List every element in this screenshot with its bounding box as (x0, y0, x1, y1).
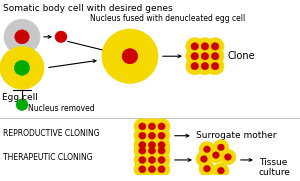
Circle shape (203, 146, 210, 153)
Circle shape (158, 147, 165, 154)
Circle shape (196, 48, 214, 65)
Circle shape (153, 152, 170, 168)
Circle shape (148, 166, 155, 173)
Circle shape (203, 165, 210, 172)
Circle shape (55, 31, 67, 43)
Circle shape (212, 152, 219, 159)
Text: Surrogate mother: Surrogate mother (196, 131, 276, 140)
Circle shape (139, 156, 146, 163)
Circle shape (196, 57, 214, 75)
Circle shape (148, 156, 155, 163)
Circle shape (144, 142, 160, 159)
Circle shape (148, 147, 155, 154)
Circle shape (139, 132, 146, 139)
Circle shape (218, 144, 224, 151)
Circle shape (218, 167, 224, 174)
Circle shape (148, 123, 155, 130)
Circle shape (201, 43, 209, 50)
Circle shape (213, 140, 229, 155)
Text: Egg cell: Egg cell (2, 93, 38, 102)
Circle shape (200, 156, 207, 162)
Circle shape (158, 123, 165, 130)
Circle shape (158, 142, 165, 149)
Circle shape (191, 43, 199, 50)
Circle shape (144, 118, 160, 134)
Circle shape (191, 52, 199, 60)
Circle shape (158, 156, 165, 163)
Circle shape (158, 132, 165, 139)
Circle shape (206, 48, 224, 65)
Circle shape (153, 142, 170, 159)
Circle shape (139, 166, 146, 173)
Circle shape (199, 142, 215, 157)
Circle shape (14, 60, 30, 75)
Circle shape (134, 161, 151, 177)
Circle shape (208, 147, 224, 163)
Circle shape (139, 123, 146, 130)
Circle shape (153, 128, 170, 144)
Text: Somatic body cell with desired genes: Somatic body cell with desired genes (3, 4, 172, 13)
Circle shape (196, 38, 214, 55)
Circle shape (139, 142, 146, 149)
Circle shape (102, 29, 158, 83)
Text: Tissue
culture: Tissue culture (259, 158, 291, 177)
Circle shape (144, 152, 160, 168)
Circle shape (186, 38, 204, 55)
Text: REPRODUCTIVE CLONING: REPRODUCTIVE CLONING (3, 129, 100, 138)
Circle shape (153, 118, 170, 134)
Circle shape (158, 166, 165, 173)
Circle shape (213, 163, 229, 178)
Circle shape (0, 47, 44, 89)
Circle shape (206, 38, 224, 55)
Circle shape (191, 62, 199, 70)
Circle shape (148, 142, 155, 149)
Circle shape (15, 30, 29, 44)
Circle shape (186, 57, 204, 75)
Circle shape (201, 62, 209, 70)
Circle shape (153, 161, 170, 177)
Circle shape (148, 132, 155, 139)
Circle shape (211, 62, 219, 70)
Circle shape (211, 43, 219, 50)
Circle shape (134, 118, 151, 134)
Circle shape (134, 152, 151, 168)
Circle shape (224, 154, 231, 160)
Circle shape (134, 128, 151, 144)
Text: THERAPEUTIC CLONING: THERAPEUTIC CLONING (3, 153, 93, 162)
Circle shape (134, 142, 151, 159)
Circle shape (220, 149, 236, 165)
Text: Clone: Clone (228, 51, 256, 61)
Circle shape (144, 128, 160, 144)
Circle shape (144, 137, 160, 153)
Circle shape (153, 137, 170, 153)
Circle shape (134, 137, 151, 153)
Circle shape (206, 57, 224, 75)
Circle shape (201, 52, 209, 60)
Circle shape (139, 147, 146, 154)
Circle shape (4, 19, 40, 54)
Circle shape (144, 161, 160, 177)
Text: Nucleus fused with denucleated egg cell: Nucleus fused with denucleated egg cell (90, 14, 245, 23)
Circle shape (199, 161, 215, 176)
Circle shape (122, 49, 138, 64)
Circle shape (211, 52, 219, 60)
Circle shape (16, 99, 28, 111)
Text: Nucleus removed: Nucleus removed (28, 104, 94, 113)
Circle shape (196, 151, 212, 167)
Circle shape (186, 48, 204, 65)
